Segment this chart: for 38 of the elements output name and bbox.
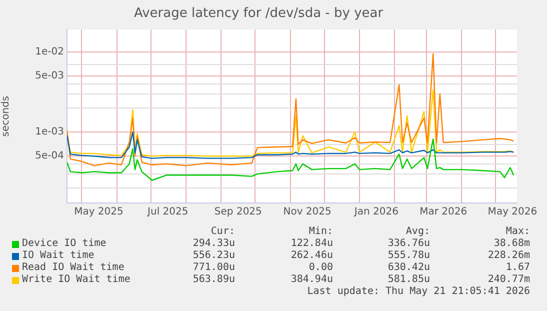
text: Max: (504, 226, 530, 238)
x-tick-label: May 2026 (488, 206, 538, 218)
text: Last update: Thu May 21 21:05:41 2026 (306, 286, 530, 298)
text: Cur: (210, 226, 235, 238)
text: 336.76u (386, 238, 430, 250)
text: 555.78u (386, 250, 430, 262)
legend-label: Device IO time (22, 238, 108, 250)
x-tick-label: May 2025 (74, 206, 124, 218)
text: 384.94u (290, 274, 333, 286)
y-tick-label: 5e-03 (35, 70, 64, 82)
text: 294.33u (192, 238, 235, 250)
text: 240.77m (486, 274, 530, 286)
text: 122.84u (290, 238, 333, 250)
legend-label: IO Wait time (22, 250, 96, 262)
text: 563.89u (192, 274, 235, 286)
text: 1.67 (504, 262, 530, 274)
x-tick-label: Jul 2025 (146, 206, 188, 218)
legend-label: Write IO Wait time (22, 274, 132, 286)
text: 262.46u (290, 250, 333, 262)
text: 38.68m (492, 238, 530, 250)
text: 0.00 (308, 262, 333, 274)
y-tick-label: 5e-04 (35, 150, 64, 162)
text: 630.42u (386, 262, 430, 274)
chart-title: Average latency for /dev/sda - by year (134, 6, 384, 22)
text: 771.00u (192, 262, 235, 274)
text: 556.23u (192, 250, 235, 262)
x-tick-label: Nov 2025 (283, 206, 332, 218)
y-tick-label: 1e-03 (35, 126, 64, 138)
text: Avg: (404, 226, 430, 238)
x-tick-label: Mar 2026 (420, 206, 468, 218)
text: 228.26m (486, 250, 530, 262)
y-axis-title: seconds (0, 96, 12, 137)
text: 581.85u (386, 274, 430, 286)
x-tick-label: Sep 2025 (214, 206, 262, 218)
y-tick-label: 1e-02 (35, 46, 64, 58)
legend-label: Read IO Wait time (22, 262, 126, 274)
x-tick-label: Jan 2026 (353, 206, 398, 218)
text: Min: (308, 226, 333, 238)
